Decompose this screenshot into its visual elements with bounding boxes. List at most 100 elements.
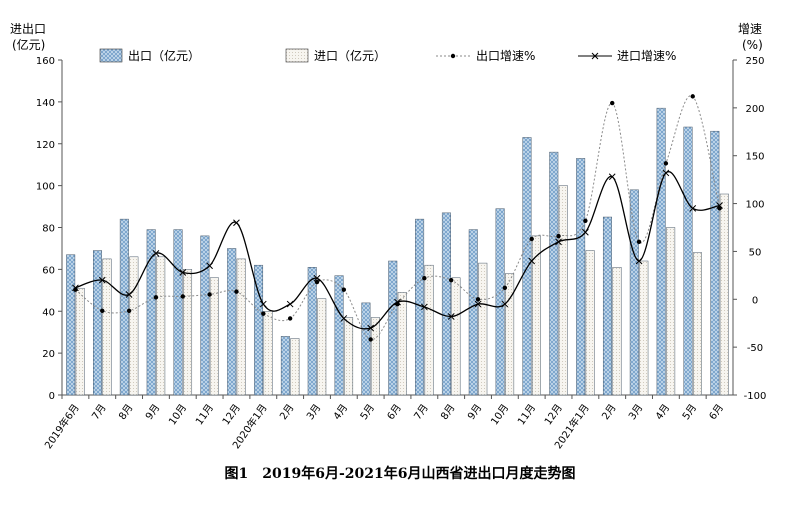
import-bar xyxy=(156,256,166,396)
import-growth-point xyxy=(233,219,240,227)
export-growth-point xyxy=(314,279,320,285)
legend: 出口（亿元） 进口（亿元） 出口增速% 进口增速% xyxy=(99,48,676,63)
right-tick-label: 50 xyxy=(749,247,762,258)
export-growth-point xyxy=(234,289,239,294)
left-tick-label: 20 xyxy=(42,349,55,360)
export-growth-point xyxy=(636,239,642,245)
export-bar xyxy=(602,216,612,396)
import-growth-point xyxy=(689,205,697,212)
import-growth-point xyxy=(179,269,187,276)
import-bar xyxy=(263,311,273,396)
import-bar xyxy=(424,264,434,396)
import-bar xyxy=(370,317,380,396)
import-growth-point xyxy=(313,274,321,282)
import-growth-point xyxy=(286,300,294,308)
import-growth-point xyxy=(72,284,79,292)
import-bar xyxy=(290,338,300,396)
right-tick-label: 150 xyxy=(745,152,764,163)
export-bar xyxy=(468,229,478,396)
export-bar xyxy=(388,260,398,396)
export-bar xyxy=(656,107,666,396)
import-growth-point xyxy=(394,298,401,306)
export-bar xyxy=(119,218,129,396)
export-growth-point xyxy=(529,236,534,242)
export-growth-point xyxy=(126,308,132,313)
chart-title: 图1 2019年6月-2021年6月山西省进出口月度走势图 xyxy=(225,465,576,482)
export-bar xyxy=(441,212,451,396)
import-growth-point xyxy=(367,324,375,332)
x-tick-label: 12月 xyxy=(220,402,243,428)
export-growth-point xyxy=(583,218,588,223)
import-growth-point xyxy=(716,202,723,209)
x-tick-label: 11月 xyxy=(515,402,538,428)
import-bar xyxy=(344,317,354,396)
x-tick-label: 2019年6月 xyxy=(42,401,82,451)
export-growth-point xyxy=(341,287,347,292)
left-tick-label: 0 xyxy=(49,391,55,402)
export-bar xyxy=(629,189,639,396)
export-bar xyxy=(173,229,183,396)
x-tick-label: 3月 xyxy=(304,402,323,422)
import-growth-point xyxy=(259,300,267,308)
x-tick-label: 5月 xyxy=(358,402,377,422)
import-bar xyxy=(478,262,488,396)
import-growth-point xyxy=(340,315,348,322)
x-tick-label: 8月 xyxy=(438,402,457,422)
legend-swatch-import xyxy=(285,48,309,63)
import-bar xyxy=(317,298,327,396)
export-growth-point xyxy=(180,294,185,299)
legend-swatch-export xyxy=(99,48,123,63)
import-growth-point xyxy=(98,276,106,284)
import-growth-point xyxy=(528,257,536,265)
export-bar xyxy=(146,229,156,396)
import-growth-point xyxy=(635,257,643,265)
export-growth-point xyxy=(556,233,561,239)
export-bar xyxy=(361,302,371,396)
left-tick-label: 160 xyxy=(36,56,55,67)
export-growth-point xyxy=(287,316,293,321)
legend-label-import-growth: 进口增速% xyxy=(617,49,676,63)
export-growth-point xyxy=(502,285,508,290)
right-tick-label: 200 xyxy=(745,104,764,115)
right-tick-label: -50 xyxy=(747,343,763,354)
right-tick-label: -100 xyxy=(744,391,767,402)
right-axis-title-unit: (%) xyxy=(742,38,763,52)
export-bar xyxy=(710,130,720,396)
x-tick-label: 4月 xyxy=(653,402,672,422)
import-growth-point xyxy=(125,291,133,298)
import-bar xyxy=(692,252,702,396)
import-bar xyxy=(585,250,595,396)
import-bar xyxy=(183,269,193,396)
x-tick-label: 6月 xyxy=(385,402,404,422)
right-tick-label: 100 xyxy=(745,200,764,211)
import-growth-point xyxy=(474,300,482,308)
export-bar xyxy=(227,248,237,396)
import-bar xyxy=(719,193,729,396)
legend-marker-import-growth xyxy=(591,52,599,60)
x-tick-label: 5月 xyxy=(680,402,699,422)
import-bar xyxy=(639,260,649,396)
x-tick-label: 3月 xyxy=(626,402,645,422)
x-tick-label: 11月 xyxy=(193,402,216,428)
import-growth-point xyxy=(608,173,616,181)
legend-label-export-growth: 出口增速% xyxy=(476,49,535,63)
x-tick-label: 7月 xyxy=(412,402,431,422)
import-bar xyxy=(451,277,461,396)
left-axis-title: 进出口 xyxy=(10,22,46,36)
x-tick-label: 10月 xyxy=(488,402,511,428)
export-bar xyxy=(280,336,290,396)
import-bar xyxy=(102,258,112,396)
export-bar xyxy=(93,250,103,396)
export-bar xyxy=(576,158,586,396)
export-growth-point xyxy=(475,297,481,302)
x-tick-label: 9月 xyxy=(143,402,162,422)
export-bar xyxy=(522,137,532,396)
export-bar xyxy=(334,275,344,396)
legend-marker-export-growth xyxy=(450,53,456,59)
import-growth-point xyxy=(206,262,213,270)
export-bar xyxy=(66,254,76,396)
import-growth-point xyxy=(555,238,562,246)
import-growth-point xyxy=(662,169,670,177)
x-tick-label: 6月 xyxy=(707,402,726,422)
import-growth-point xyxy=(582,228,589,236)
